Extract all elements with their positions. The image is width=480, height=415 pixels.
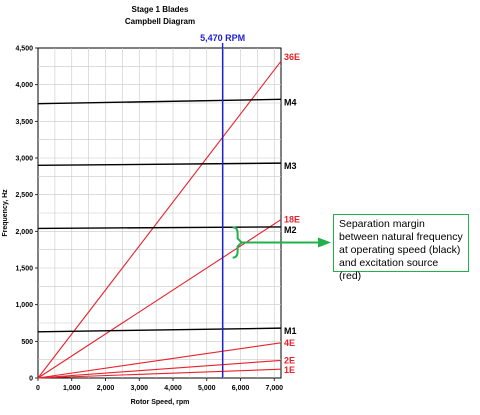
callout-arrow-head [318,237,331,248]
y-tick-label: 500 [21,339,33,346]
y-tick-label: 3,000 [15,156,33,163]
mode-line-m4 [37,98,282,105]
y-tick-label: 4,000 [15,82,33,89]
mode-label-m3: M3 [284,161,297,171]
excitation-label-4e: 4E [284,338,295,348]
mode-label-m1: M1 [284,326,297,336]
excitation-label-18e: 18E [284,215,300,225]
mode-label-m4: M4 [284,97,297,107]
excitation-line-18e [37,219,282,379]
x-axis-ticks: 0 1,000 2,000 3,000 4,000 5,000 6,000 7,000 [36,378,283,392]
y-tick-label: 2,500 [15,192,33,199]
x-tick-label: 6,000 [232,385,250,392]
chart-subtitle: Campbell Diagram [125,17,195,26]
mode-line-m2 [37,226,282,230]
excitation-line-4e [37,342,282,379]
y-tick-label: 1,500 [15,266,33,273]
excitation-line-1e [37,368,282,379]
y-tick-label: 3,500 [15,119,33,126]
y-tick-label: 4,500 [15,46,33,53]
y-tick-label: 2,000 [15,229,33,236]
x-axis-label: Rotor Speed, rpm [131,399,190,406]
excitation-line-2e [37,359,282,379]
x-tick-label: 5,000 [198,385,216,392]
y-tick-label: 1,000 [15,302,33,309]
operating-speed-label: 5,470 RPM [200,33,245,43]
x-tick-label: 2,000 [97,385,115,392]
excitation-label-36e: 36E [284,52,300,62]
y-tick-label: 0 [29,376,33,383]
series-lines [37,60,282,379]
excitation-label-1e: 1E [284,365,295,375]
x-tick-label: 1,000 [63,385,81,392]
chart-title: Stage 1 Blades [132,5,189,14]
mode-line-m1 [37,327,282,333]
mode-label-m2: M2 [284,225,297,235]
x-tick-label: 7,000 [265,385,283,392]
x-tick-label: 3,000 [130,385,148,392]
x-tick-label: 0 [36,385,40,392]
x-tick-label: 4,000 [164,385,182,392]
y-axis-ticks: 0 500 1,000 1,500 2,000 2,500 3,000 3,500 4,000 4… [15,46,38,383]
grid [38,48,281,378]
excitation-label-2e: 2E [284,355,295,365]
excitation-line-36e [37,60,282,379]
mode-line-m3 [37,162,282,167]
y-axis-label: Frequency, Hz [2,189,9,237]
annotation-callout: Separation margin between natural freque… [333,214,469,282]
